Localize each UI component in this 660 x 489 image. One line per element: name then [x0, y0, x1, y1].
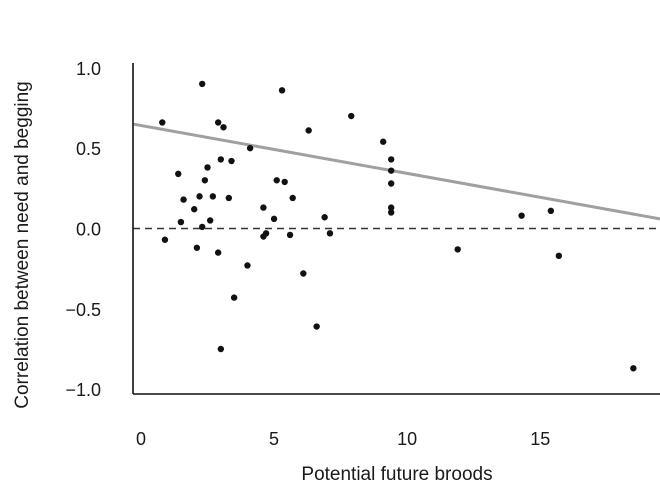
data-point — [217, 156, 225, 163]
data-point — [379, 138, 387, 145]
y-tick-label: −1.0 — [65, 380, 101, 400]
x-tick-label: 0 — [136, 429, 146, 449]
data-point — [201, 177, 209, 184]
data-point — [270, 215, 278, 223]
x-tick-label: 10 — [397, 429, 417, 449]
data-point — [260, 233, 267, 240]
x-tick-label: 5 — [269, 429, 279, 449]
data-point — [199, 80, 206, 88]
trend-line — [132, 122, 660, 221]
data-point — [193, 244, 201, 251]
data-point — [300, 270, 307, 277]
data-point — [387, 209, 395, 216]
data-point — [273, 177, 280, 184]
data-point — [547, 207, 555, 215]
data-point — [225, 194, 233, 202]
data-point — [230, 294, 238, 301]
data-point — [199, 223, 206, 231]
data-point — [321, 214, 328, 221]
y-tick-label: 1.0 — [76, 59, 101, 79]
data-point — [180, 196, 187, 203]
data-point — [214, 119, 222, 126]
data-point — [387, 204, 395, 211]
data-point — [206, 217, 214, 224]
data-point — [209, 193, 217, 200]
data-point — [175, 170, 182, 178]
data-point — [217, 345, 225, 353]
data-point — [204, 164, 211, 171]
data-point — [630, 365, 637, 372]
y-tick-label: −0.5 — [65, 300, 101, 320]
data-point — [281, 178, 288, 186]
data-point — [555, 252, 563, 260]
data-point — [286, 231, 294, 239]
data-point — [214, 249, 222, 256]
data-point — [228, 157, 235, 165]
data-point — [260, 204, 267, 211]
y-tick-label: 0.0 — [76, 220, 101, 240]
data-point — [191, 206, 198, 213]
data-point — [196, 193, 203, 200]
data-point — [348, 112, 355, 120]
data-point — [305, 127, 312, 134]
x-axis-title: Potential future broods — [301, 464, 492, 485]
data-point — [454, 246, 461, 253]
data-point — [161, 236, 169, 243]
x-tick-label: 15 — [530, 429, 550, 449]
data-point — [244, 262, 251, 269]
data-point — [326, 230, 334, 237]
data-point — [220, 124, 227, 131]
y-axis-title: Correlation between need and begging — [12, 81, 33, 408]
data-point — [246, 144, 254, 152]
data-point — [313, 323, 320, 330]
data-point — [289, 194, 296, 202]
data-point — [387, 156, 395, 163]
data-point — [387, 167, 395, 174]
data-point — [278, 87, 286, 94]
data-point — [518, 212, 525, 219]
data-point — [177, 218, 185, 226]
data-point — [159, 119, 166, 126]
y-tick-label: 0.5 — [76, 139, 101, 159]
data-point — [387, 180, 395, 187]
